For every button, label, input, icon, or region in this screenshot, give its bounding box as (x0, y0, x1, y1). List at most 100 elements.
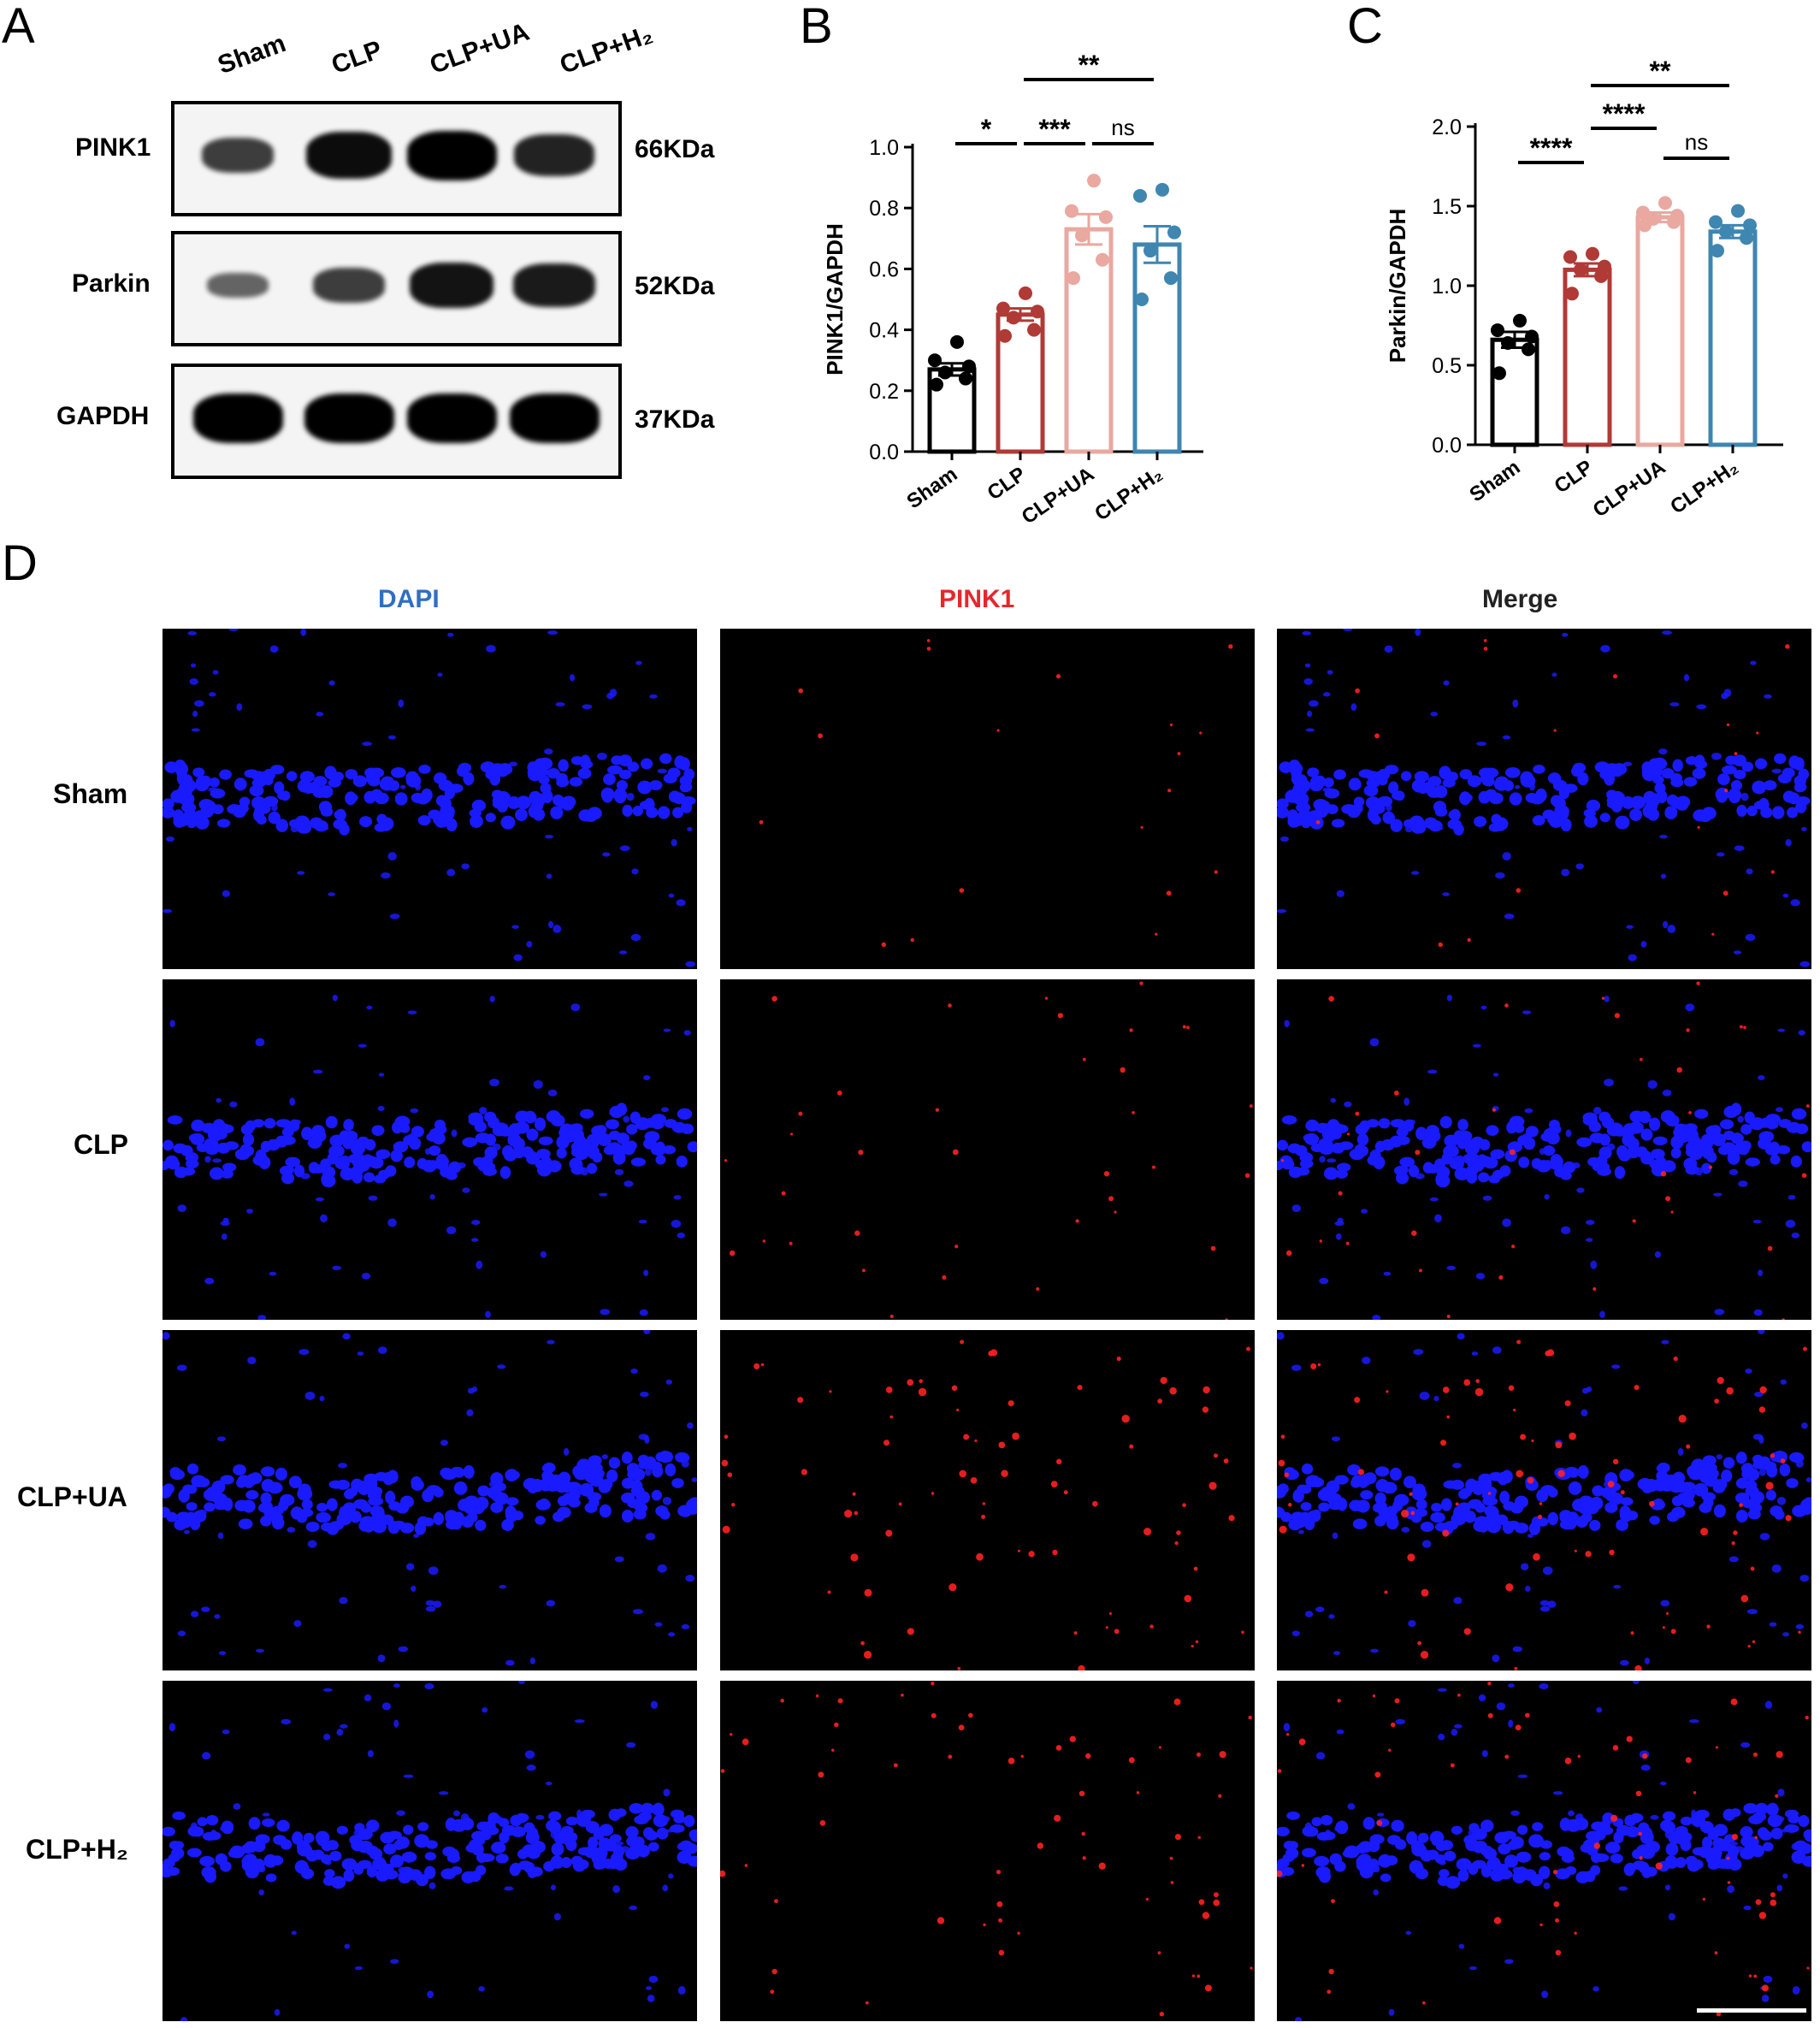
nucleus (1291, 1519, 1307, 1528)
nucleus (217, 1532, 224, 1540)
nucleus (271, 803, 278, 812)
nucleus (558, 1115, 564, 1120)
pink1-signal (1574, 1931, 1577, 1935)
nucleus (208, 787, 218, 793)
nucleus (680, 1123, 694, 1134)
nucleus (162, 908, 173, 913)
nucleus (1623, 761, 1633, 767)
nucleus (468, 1502, 483, 1514)
nucleus (167, 1866, 180, 1876)
nucleus (208, 692, 216, 697)
nucleus (1442, 892, 1451, 896)
pink1-signal (1724, 789, 1728, 793)
pink1-signal (1092, 1500, 1098, 1507)
pink1-signal (1531, 1439, 1534, 1443)
nucleus (1661, 1339, 1669, 1345)
nucleus (1384, 645, 1393, 653)
nucleus (299, 1508, 314, 1517)
pink1-signal (789, 1132, 794, 1136)
nucleus (1445, 1876, 1461, 1889)
nucleus (630, 1369, 638, 1374)
nucleus (1647, 1079, 1658, 1089)
nucleus (1405, 1930, 1412, 1936)
nucleus (1373, 1865, 1380, 1873)
nucleus (440, 807, 455, 820)
nucleus (228, 629, 239, 632)
nucleus (1638, 1861, 1650, 1874)
data-point (1563, 250, 1577, 264)
nucleus (1782, 893, 1789, 898)
nucleus (168, 1853, 180, 1863)
nucleus (1539, 1852, 1551, 1861)
pink1-signal (1317, 1363, 1321, 1367)
data-point (1133, 188, 1147, 203)
nucleus (1277, 1139, 1289, 1151)
nucleus (547, 630, 558, 636)
nucleus (415, 783, 422, 791)
nucleus (332, 995, 339, 1002)
nucleus (681, 1623, 690, 1629)
nucleus (477, 1485, 490, 1497)
nucleus (522, 1844, 538, 1857)
nucleus (1470, 1136, 1485, 1150)
nucleus (1311, 1817, 1322, 1827)
pink1-signal (1717, 1376, 1724, 1385)
nucleus (1620, 1659, 1629, 1666)
nucleus (297, 779, 312, 793)
nucleus (1753, 801, 1767, 810)
pink1-signal (1756, 731, 1759, 735)
nucleus (1749, 1117, 1765, 1131)
nucleus (168, 1841, 181, 1850)
pink1-signal (1527, 1476, 1534, 1484)
pink1-signal (1614, 1013, 1620, 1019)
nucleus (233, 1463, 246, 1476)
nucleus (1347, 1463, 1361, 1476)
nucleus (1784, 1809, 1799, 1818)
nucleus (513, 954, 523, 961)
pink1-signal (956, 1408, 960, 1412)
pink1-signal (1514, 1666, 1518, 1670)
nucleus (1752, 1434, 1764, 1440)
nucleus (1754, 1392, 1764, 1398)
nucleus (263, 1118, 276, 1129)
nucleus (612, 1150, 626, 1165)
nucleus (257, 1848, 263, 1853)
nucleus (1548, 1119, 1560, 1131)
nucleus (1502, 852, 1511, 860)
nucleus (180, 774, 193, 786)
nucleus (301, 1126, 313, 1141)
nucleus (1439, 1861, 1446, 1865)
nucleus (176, 1519, 192, 1528)
nucleus (245, 1490, 259, 1500)
nucleus (1762, 1842, 1774, 1852)
pink1-signal (885, 1529, 893, 1537)
pink1-signal (854, 1511, 859, 1516)
nucleus (1672, 1115, 1679, 1120)
pink1-signal (1421, 2001, 1426, 2005)
nucleus (1439, 1869, 1450, 1878)
nucleus (1680, 1816, 1693, 1826)
pink1-signal (998, 1918, 1003, 1923)
nucleus (1531, 1157, 1542, 1169)
nucleus (1760, 807, 1773, 819)
nucleus (1403, 1097, 1410, 1106)
nucleus (676, 1155, 688, 1168)
nucleus (369, 1848, 383, 1860)
nucleus (1448, 810, 1461, 820)
nucleus (1508, 1719, 1514, 1728)
nucleus (1780, 1379, 1787, 1385)
pink1-signal (1569, 1432, 1576, 1440)
nucleus (1721, 765, 1737, 775)
nucleus (614, 790, 627, 804)
nucleus (1649, 1516, 1660, 1525)
pink1-signal (1288, 1503, 1292, 1507)
nucleus (368, 1195, 378, 1201)
nucleus (1383, 1271, 1392, 1276)
pink1-signal (1803, 1346, 1807, 1351)
nucleus (1451, 1825, 1462, 1835)
nucleus (1314, 1855, 1330, 1867)
nucleus (643, 1269, 649, 1276)
pink1-signal (1184, 1594, 1192, 1603)
nucleus (433, 1600, 442, 1608)
data-point (938, 365, 952, 380)
